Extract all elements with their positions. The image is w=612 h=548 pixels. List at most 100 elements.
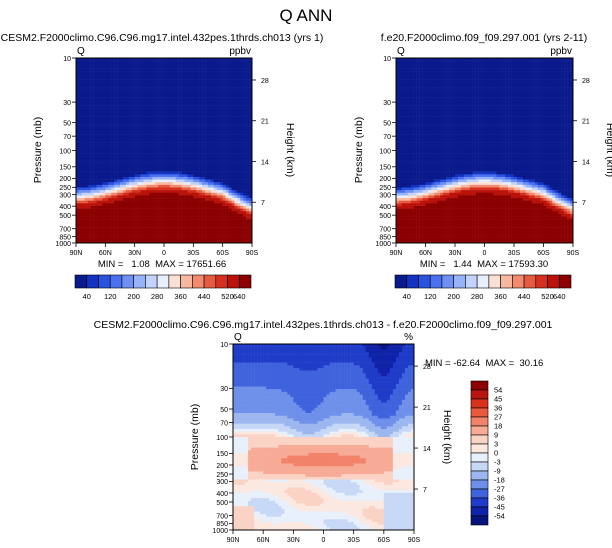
field-cell [184, 118, 188, 122]
field-cell [516, 63, 521, 67]
field-cell [213, 145, 218, 149]
field-cell [134, 158, 138, 162]
field-cell [87, 71, 91, 75]
field-cell [457, 58, 462, 61]
field-cell [184, 65, 188, 69]
field-cell [134, 227, 138, 231]
field-cell [240, 216, 244, 220]
field-cell [117, 187, 121, 191]
field-cell [175, 161, 179, 164]
field-cell [231, 95, 235, 98]
field-cell [164, 76, 168, 80]
field-cell [158, 208, 162, 212]
field-cell [175, 211, 179, 215]
field-cell [93, 60, 97, 64]
field-cell [531, 84, 535, 88]
field-cell [140, 169, 144, 172]
field-cell [193, 121, 197, 125]
field-cell [216, 227, 220, 231]
field-cell [243, 102, 247, 106]
field-cell [128, 208, 132, 212]
field-cell [146, 182, 150, 186]
field-cell [175, 219, 179, 223]
field-cell [90, 124, 94, 127]
field-cell [140, 65, 144, 69]
field-cell [534, 63, 538, 67]
field-cell [208, 171, 212, 175]
field-cell [131, 224, 135, 228]
field-cell [143, 153, 147, 157]
field-cell [570, 81, 573, 85]
field-cell [219, 184, 223, 188]
field-cell [422, 84, 426, 88]
field-cell [102, 208, 106, 212]
field-cell [125, 224, 130, 228]
field-cell [120, 134, 124, 138]
field-cell [519, 84, 524, 88]
field-cell [249, 219, 252, 223]
field-cell [161, 174, 165, 178]
field-cell [166, 142, 171, 146]
field-cell [172, 134, 176, 138]
field-cell [243, 187, 247, 191]
field-cell [81, 132, 86, 135]
field-cell [152, 240, 156, 243]
field-cell [81, 84, 86, 88]
field-cell [96, 161, 100, 164]
field-cell [122, 200, 127, 204]
field-cell [117, 161, 121, 164]
field-cell [187, 208, 191, 212]
field-cell [463, 76, 468, 80]
field-cell [84, 219, 88, 223]
field-cell [87, 150, 91, 154]
field-cell [516, 73, 521, 77]
field-cell [175, 113, 179, 117]
field-cell [131, 216, 135, 220]
field-cell [205, 65, 209, 69]
field-cell [90, 163, 94, 167]
field-cell [231, 240, 235, 243]
field-cell [158, 63, 162, 67]
field-cell [190, 68, 194, 72]
field-cell [161, 211, 165, 215]
field-cell [514, 63, 518, 67]
field-cell [131, 161, 135, 164]
field-cell [102, 118, 106, 122]
field-cell [225, 174, 229, 178]
field-cell [216, 169, 220, 172]
field-cell [404, 79, 409, 83]
field-cell [158, 145, 162, 149]
field-cell [228, 174, 232, 178]
field-cell [140, 132, 144, 135]
field-cell [199, 87, 203, 90]
field-cell [81, 79, 86, 83]
field-cell [93, 150, 97, 154]
field-cell [205, 79, 209, 83]
field-cell [205, 219, 209, 223]
field-cell [193, 216, 197, 220]
field-cell [434, 81, 438, 85]
field-cell [208, 68, 212, 72]
field-cell [102, 213, 106, 217]
field-cell [122, 237, 127, 241]
field-cell [81, 155, 86, 159]
field-cell [120, 163, 124, 167]
field-cell [146, 102, 150, 106]
field-cell [78, 198, 83, 201]
field-cell [187, 219, 191, 223]
field-cell [169, 58, 174, 61]
field-cell [246, 213, 250, 217]
field-cell [514, 71, 518, 75]
field-cell [155, 171, 159, 175]
field-cell [216, 89, 220, 93]
field-cell [213, 166, 218, 170]
field-cell [96, 166, 100, 170]
field-cell [234, 235, 238, 238]
field-cell [231, 63, 235, 67]
field-cell [158, 150, 162, 154]
field-cell [225, 158, 229, 162]
field-cell [561, 79, 565, 83]
field-cell [137, 235, 141, 238]
field-cell [137, 132, 141, 135]
field-cell [199, 229, 203, 233]
